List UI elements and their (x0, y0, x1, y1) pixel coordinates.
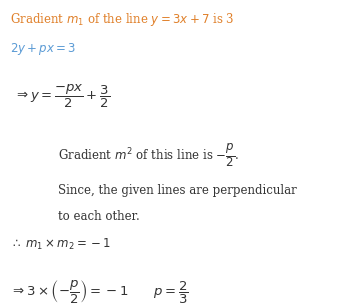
Text: Gradient $m^2$ of this line is $-\dfrac{p}{2}$.: Gradient $m^2$ of this line is $-\dfrac{… (58, 142, 240, 169)
Text: Gradient $m_1$ of the line $y = 3x + 7$ is 3: Gradient $m_1$ of the line $y = 3x + 7$ … (10, 11, 235, 28)
Text: to each other.: to each other. (58, 210, 140, 222)
Text: $\therefore\; m_1 \times m_2 = -1$: $\therefore\; m_1 \times m_2 = -1$ (10, 237, 111, 252)
Text: $\Rightarrow 3 \times \left(-\dfrac{p}{2}\right) = -1 \qquad p = \dfrac{2}{3}$: $\Rightarrow 3 \times \left(-\dfrac{p}{2… (10, 278, 189, 306)
Text: Since, the given lines are perpendicular: Since, the given lines are perpendicular (58, 184, 297, 196)
Text: $2y + px = 3$: $2y + px = 3$ (10, 41, 76, 57)
Text: $\Rightarrow y = \dfrac{-px}{2} + \dfrac{3}{2}$: $\Rightarrow y = \dfrac{-px}{2} + \dfrac… (14, 83, 110, 110)
